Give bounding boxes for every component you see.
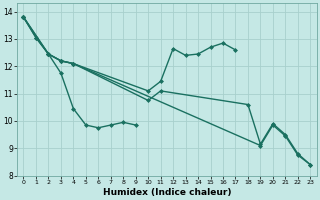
X-axis label: Humidex (Indice chaleur): Humidex (Indice chaleur) — [103, 188, 231, 197]
